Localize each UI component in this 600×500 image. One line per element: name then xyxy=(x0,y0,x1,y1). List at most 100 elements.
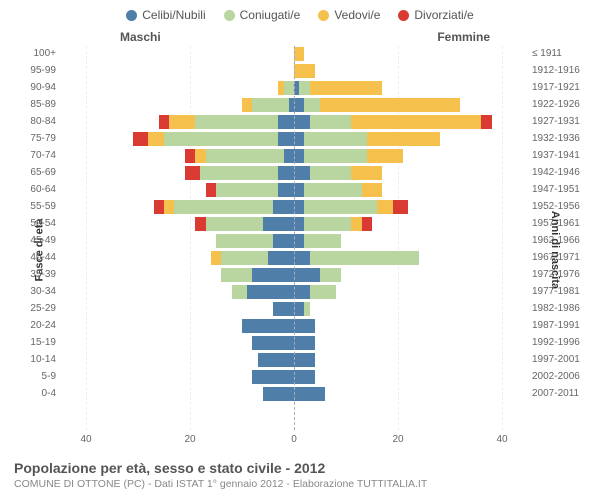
bar-segment xyxy=(294,217,304,231)
age-label: 25-29 xyxy=(24,301,56,317)
male-bar xyxy=(60,217,294,231)
female-bar xyxy=(294,149,528,163)
legend-swatch xyxy=(126,10,137,21)
bar-segment xyxy=(294,166,310,180)
bar-segment xyxy=(284,81,294,95)
bar-segment xyxy=(174,200,273,214)
bar-segment xyxy=(294,234,304,248)
age-label: 65-69 xyxy=(24,165,56,181)
bar-segment xyxy=(195,115,278,129)
female-bar xyxy=(294,370,528,384)
bar-segment xyxy=(164,200,174,214)
bar-segment xyxy=(206,217,263,231)
bar-segment xyxy=(393,200,409,214)
bar-segment xyxy=(294,387,325,401)
center-dashed-line xyxy=(294,46,295,430)
female-bar xyxy=(294,302,528,316)
age-label: 75-79 xyxy=(24,131,56,147)
bar-segment xyxy=(294,132,304,146)
female-bar xyxy=(294,268,528,282)
bar-segment xyxy=(294,302,304,316)
age-label: 50-54 xyxy=(24,216,56,232)
birth-year-label: 1997-2001 xyxy=(532,352,590,368)
male-bar xyxy=(60,64,294,78)
age-label: 35-39 xyxy=(24,267,56,283)
male-bar xyxy=(60,166,294,180)
birth-year-label: 1937-1941 xyxy=(532,148,590,164)
bar-segment xyxy=(294,183,304,197)
bar-segment xyxy=(278,166,294,180)
bar-segment xyxy=(304,183,361,197)
female-bar xyxy=(294,217,528,231)
age-label: 90-94 xyxy=(24,80,56,96)
birth-year-label: 1987-1991 xyxy=(532,318,590,334)
bar-segment xyxy=(278,183,294,197)
bar-segment xyxy=(304,217,351,231)
birth-year-label: 1967-1971 xyxy=(532,250,590,266)
bar-segment xyxy=(377,200,393,214)
x-tick: 20 xyxy=(184,434,195,445)
bar-segment xyxy=(320,98,460,112)
x-tick: 40 xyxy=(496,434,507,445)
age-label: 40-44 xyxy=(24,250,56,266)
bar-segment xyxy=(221,251,268,265)
age-label: 5-9 xyxy=(24,369,56,385)
bar-segment xyxy=(294,353,315,367)
male-bar xyxy=(60,132,294,146)
bar-segment xyxy=(294,98,304,112)
bar-segment xyxy=(294,285,310,299)
bar-segment xyxy=(278,115,294,129)
bar-segment xyxy=(273,302,294,316)
age-label: 100+ xyxy=(24,46,56,62)
bar-segment xyxy=(273,200,294,214)
x-axis: 402002040 xyxy=(60,434,528,448)
footer: Popolazione per età, sesso e stato civil… xyxy=(14,460,586,490)
female-bar xyxy=(294,98,528,112)
birth-year-label: 1962-1966 xyxy=(532,233,590,249)
birth-year-label: 2007-2011 xyxy=(532,386,590,402)
legend: Celibi/NubiliConiugati/eVedovi/eDivorzia… xyxy=(0,0,600,22)
female-bar xyxy=(294,234,528,248)
male-bar xyxy=(60,234,294,248)
bar-segment xyxy=(310,251,419,265)
bar-segment xyxy=(351,217,361,231)
bar-segment xyxy=(362,183,383,197)
bar-segment xyxy=(164,132,278,146)
bar-segment xyxy=(206,149,284,163)
birth-year-label: 1957-1961 xyxy=(532,216,590,232)
male-bar xyxy=(60,319,294,333)
bar-segment xyxy=(294,115,310,129)
bar-segment xyxy=(351,115,481,129)
male-bar xyxy=(60,200,294,214)
female-bar xyxy=(294,336,528,350)
male-bar xyxy=(60,183,294,197)
male-bar xyxy=(60,149,294,163)
age-label: 10-14 xyxy=(24,352,56,368)
bar-segment xyxy=(294,64,315,78)
female-header: Femmine xyxy=(437,30,490,44)
bar-segment xyxy=(242,319,294,333)
bar-segment xyxy=(304,302,309,316)
legend-item: Vedovi/e xyxy=(318,8,380,22)
female-bar xyxy=(294,166,528,180)
male-bar xyxy=(60,81,294,95)
female-bar xyxy=(294,353,528,367)
legend-swatch xyxy=(398,10,409,21)
bar-segment xyxy=(294,370,315,384)
bar-segment xyxy=(185,166,201,180)
bar-segment xyxy=(258,353,294,367)
birth-year-label: 1977-1981 xyxy=(532,284,590,300)
female-bar xyxy=(294,285,528,299)
male-bar xyxy=(60,47,294,61)
bar-segment xyxy=(268,251,294,265)
age-label: 80-84 xyxy=(24,114,56,130)
female-bar xyxy=(294,183,528,197)
bar-segment xyxy=(481,115,491,129)
legend-label: Divorziati/e xyxy=(414,8,473,22)
age-label: 85-89 xyxy=(24,97,56,113)
bar-segment xyxy=(263,387,294,401)
female-bar xyxy=(294,251,528,265)
age-label: 95-99 xyxy=(24,63,56,79)
legend-item: Divorziati/e xyxy=(398,8,473,22)
x-tick: 0 xyxy=(291,434,297,445)
